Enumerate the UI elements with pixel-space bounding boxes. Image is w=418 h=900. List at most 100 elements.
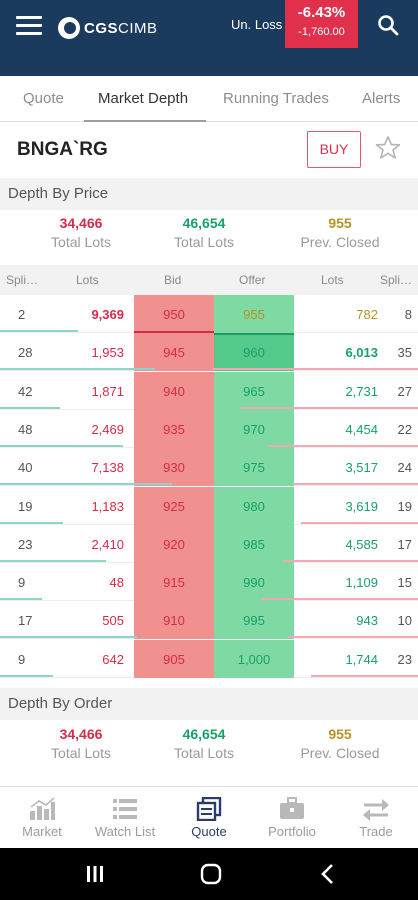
bid-price-cell [134,601,214,640]
buy-button[interactable]: BUY [307,131,361,168]
depth-row[interactable]: 19 1,183 925 980 3,619 19 [0,486,418,525]
back-icon[interactable] [318,863,338,885]
bid-lots: 642 [102,651,124,667]
bid-price: 940 [163,383,185,399]
prev-closed-label: Prev. Closed [300,234,380,250]
depth-row[interactable]: 2 9,369 950 955 782 8 [0,295,418,333]
nav-trade[interactable]: Trade [334,787,418,849]
offer-price-cell [214,563,294,602]
offer-volume-bar [293,483,418,486]
offer-price-cell [214,409,294,448]
tab-market-depth[interactable]: Market Depth [98,90,189,107]
bid-split: 42 [18,383,33,399]
bid-lots: 1,183 [91,498,124,514]
stock-code: BNGA`RG [17,139,108,160]
system-navigation-bar [0,848,418,900]
offer-volume-bar [283,559,418,562]
offer-volume-bar [261,598,418,601]
bid-split: 23 [18,536,33,552]
offer-volume-bar [311,674,418,677]
tab-bar: Quote Market Depth Running Trades Alerts [0,76,418,122]
unrealized-loss-amount: -1,760.00 [298,26,345,38]
nav-market-label: Market [22,824,62,839]
bid-price-cell [134,448,214,487]
offer-price-cell [214,639,294,678]
bid-price: 915 [163,575,185,591]
unrealized-loss-label: Un. Loss [231,17,283,32]
depth-row[interactable]: 28 1,953 945 960 6,013 35 [0,333,418,372]
bid-price-cell [134,563,214,602]
offer-price: 960 [243,345,265,361]
offer-price-cell [214,524,294,563]
depth-row[interactable]: 17 505 910 995 943 10 [0,601,418,640]
bid-price-cell [134,295,214,333]
col-offer-split: Spli… [380,273,413,287]
bid-split: 9 [18,575,26,591]
offer-split: 27 [397,383,412,399]
tab-alerts[interactable]: Alerts [362,90,401,107]
order-total-offer-lots-label: Total Lots [174,745,234,761]
top-bar: CGSCIMB Un. Loss -6.43% -1,760.00 [0,0,418,76]
offer-price: 975 [243,460,265,476]
bid-lots: 1,871 [91,383,124,399]
offer-volume-bar [213,368,418,371]
offer-price-cell [214,295,294,333]
tab-quote[interactable]: Quote [23,90,64,107]
bid-volume-bar [0,368,155,371]
swap-arrows-icon [363,799,389,821]
bid-price-cell [134,524,214,563]
offer-price-cell [214,486,294,525]
depth-row[interactable]: 42 1,871 940 965 2,731 27 [0,371,418,410]
total-bid-lots: 34,466 Total Lots [26,215,136,250]
offer-split: 19 [397,498,412,514]
home-icon[interactable] [199,862,223,886]
offer-price: 985 [243,536,265,552]
star-icon[interactable] [374,134,402,162]
offer-price: 955 [243,307,265,322]
bid-split: 19 [18,498,33,514]
bid-price-cell [134,333,214,372]
bid-price: 930 [163,460,185,476]
prev-closed-value: 955 [328,215,352,231]
nav-quote[interactable]: Quote [167,787,251,849]
tab-running-trades[interactable]: Running Trades [223,90,329,107]
bid-price: 905 [163,651,185,667]
order-prev-closed-value: 955 [328,726,352,742]
recent-apps-icon[interactable] [85,864,105,884]
nav-watch-list[interactable]: Watch List [83,787,167,849]
offer-price: 990 [243,575,265,591]
stock-header: BNGA`RG BUY [0,122,418,178]
offer-price: 980 [243,498,265,514]
offer-volume-bar [268,444,418,447]
nav-portfolio[interactable]: Portfolio [250,787,334,849]
bid-lots: 9,369 [91,307,124,322]
bid-split: 28 [18,345,33,361]
bid-lots: 48 [109,575,124,591]
logo-icon [58,17,80,39]
depth-row[interactable]: 48 2,469 935 970 4,454 22 [0,409,418,448]
unrealized-loss-badge[interactable]: -6.43% -1,760.00 [285,0,358,48]
bid-price-cell [134,371,214,410]
col-offer: Offer [239,273,266,287]
menu-icon[interactable] [16,16,42,36]
total-offer-lots-value: 46,654 [182,215,226,231]
nav-market[interactable]: Market [0,787,84,849]
depth-row[interactable]: 9 48 915 990 1,109 15 [0,563,418,602]
offer-lots: 782 [356,307,378,322]
bid-lots: 2,410 [91,536,124,552]
bid-price: 925 [163,498,185,514]
active-tab-indicator [84,120,206,122]
depth-row[interactable]: 40 7,138 930 975 3,517 24 [0,448,418,487]
offer-split: 8 [404,307,412,322]
depth-by-price-header: Depth By Price [0,178,418,210]
offer-split: 35 [397,345,412,361]
total-offer-lots: 46,654 Total Lots [149,215,259,250]
depth-row[interactable]: 23 2,410 920 985 4,585 17 [0,524,418,563]
quote-icon [196,797,222,821]
depth-row[interactable]: 9 642 905 1,000 1,744 23 [0,639,418,678]
total-bid-lots-value: 34,466 [59,215,103,231]
bid-price: 920 [163,536,185,552]
offer-price: 995 [243,613,265,629]
search-icon[interactable] [376,13,400,37]
offer-lots: 6,013 [345,345,378,361]
